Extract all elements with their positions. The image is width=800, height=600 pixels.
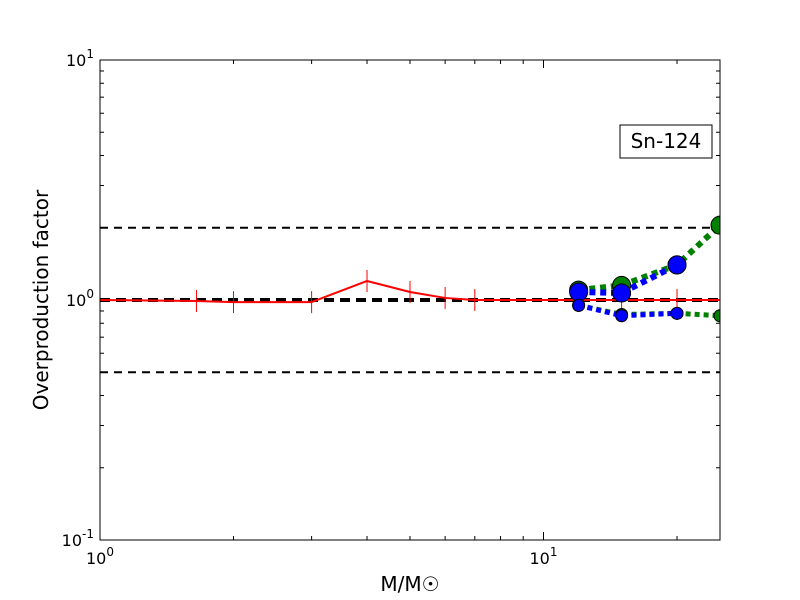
- series-marker: [713, 309, 720, 323]
- annotation-label: Sn-124: [631, 129, 702, 153]
- series-line: [578, 222, 720, 294]
- x-tick-label: 100: [86, 545, 114, 568]
- series-line: [100, 279, 720, 304]
- series-marker: [667, 255, 687, 275]
- series-line: [578, 262, 679, 296]
- y-axis-title: Overproduction factor: [29, 189, 53, 410]
- series-marker: [615, 309, 629, 323]
- x-axis-title: M/M☉: [380, 572, 439, 596]
- annotation-box: Sn-124: [619, 124, 713, 159]
- y-tick-label: 100: [66, 287, 94, 310]
- series-line: [578, 302, 678, 319]
- series-marker: [569, 282, 589, 302]
- series-marker: [710, 215, 720, 235]
- series-marker: [572, 298, 586, 312]
- x-tick-label: 101: [530, 545, 558, 568]
- series-marker: [670, 306, 684, 320]
- series-marker: [612, 283, 632, 303]
- plot-frame: [99, 59, 721, 541]
- annotation-frame: [619, 124, 713, 159]
- y-tick-label: 10-1: [62, 527, 94, 550]
- y-tick-label: 101: [66, 47, 94, 70]
